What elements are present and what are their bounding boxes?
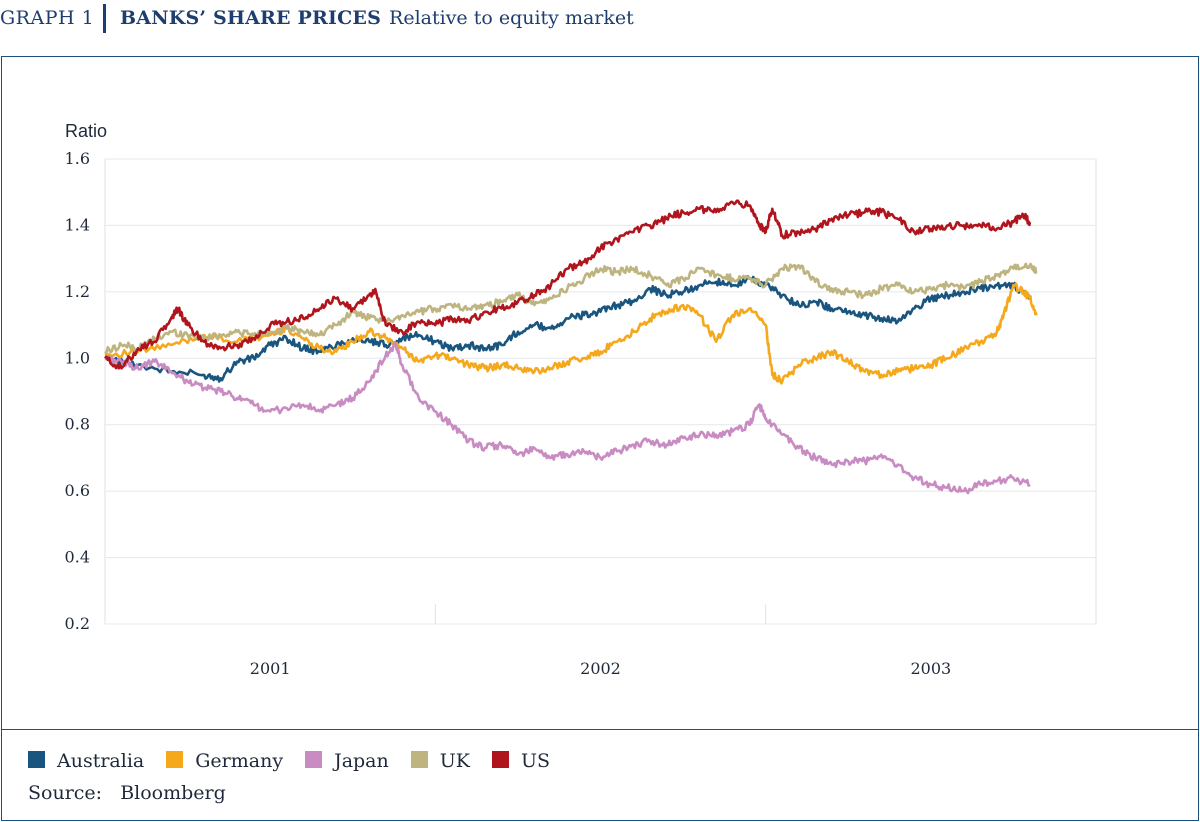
legend-swatch [166, 751, 184, 768]
legend-item-us: US [491, 750, 550, 772]
source-note: Source: Bloomberg [28, 782, 226, 804]
y-tick-label: 0.4 [65, 548, 90, 567]
source-label: Source: [28, 782, 103, 804]
x-tick-label: 2003 [910, 659, 951, 678]
y-tick-label: 1.0 [65, 348, 90, 367]
source-value: Bloomberg [120, 782, 226, 804]
legend-label: Japan [334, 750, 389, 772]
chart-subtitle: Relative to equity market [389, 7, 634, 29]
line-chart: 0.2 0.4 0.6 0.8 1.0 1.2 1.4 1.6 2001 2002 2003 Rati… [65, 121, 1097, 678]
y-tick-label: 1.4 [65, 215, 90, 234]
y-tick-label: 0.8 [65, 415, 90, 434]
legend-item-uk: UK [410, 750, 470, 772]
legend-swatch [491, 751, 509, 768]
chart-legend: Australia Germany Japan UK US [28, 750, 572, 772]
legend-swatch [410, 751, 428, 768]
legend-label: Germany [195, 750, 284, 772]
chart-header: GRAPH 1 BANKS’ SHARE PRICES Relative to e… [0, 0, 1200, 40]
y-axis-title: Ratio [65, 121, 107, 141]
series-line-uk [104, 262, 1038, 355]
y-tick-label: 1.6 [65, 149, 90, 168]
legend-swatch [28, 751, 45, 768]
legend-label: UK [439, 750, 470, 772]
x-tick-label: 2002 [580, 659, 621, 678]
series-line-germany [104, 282, 1038, 385]
chart-title-main: BANKS’ SHARE PRICES [120, 7, 382, 29]
header-divider [103, 4, 106, 33]
chart-title: BANKS’ SHARE PRICES Relative to equity ma… [120, 7, 634, 29]
x-tick-label: 2001 [250, 659, 291, 678]
plot-border [104, 158, 1097, 625]
legend-item-germany: Germany [166, 750, 283, 772]
series-line-us [104, 199, 1032, 370]
grid-layer [104, 158, 1097, 625]
legend-label: US [520, 750, 550, 772]
axis-layer: 0.2 0.4 0.6 0.8 1.0 1.2 1.4 1.6 2001 2002 2003 Rati… [65, 121, 952, 678]
legend-swatch [305, 751, 323, 768]
y-tick-label: 0.6 [65, 481, 90, 500]
series-line-japan [104, 340, 1031, 495]
legend-item-japan: Japan [305, 750, 389, 772]
series-layer [104, 199, 1038, 495]
legend-label: Australia [57, 750, 145, 772]
series-line-australia [104, 275, 1031, 383]
legend-item-australia: Australia [28, 750, 144, 772]
graph-number: GRAPH 1 [0, 7, 95, 29]
y-tick-label: 0.2 [65, 614, 90, 633]
legend-frame [1, 729, 1199, 821]
y-tick-label: 1.2 [65, 282, 90, 301]
chart-frame [1, 56, 1199, 730]
